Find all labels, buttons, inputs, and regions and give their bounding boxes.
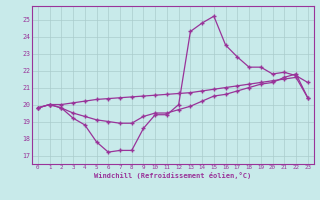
X-axis label: Windchill (Refroidissement éolien,°C): Windchill (Refroidissement éolien,°C)	[94, 172, 252, 179]
